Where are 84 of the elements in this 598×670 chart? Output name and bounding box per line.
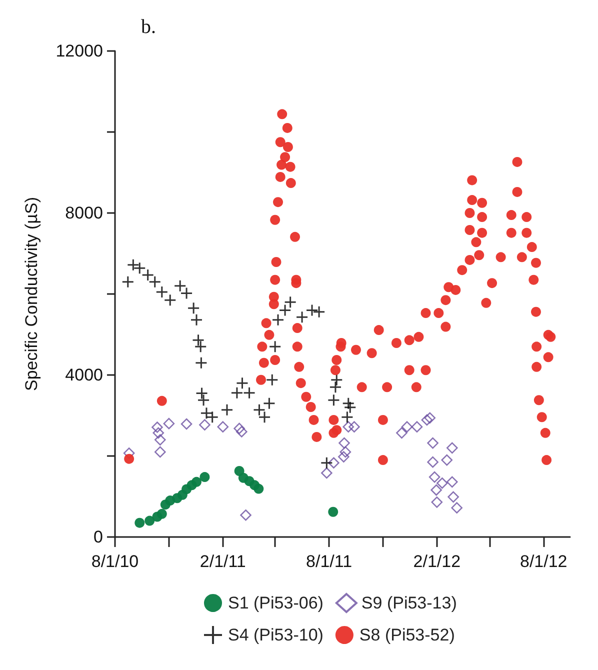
point bbox=[234, 422, 245, 434]
point bbox=[424, 412, 436, 424]
point bbox=[278, 304, 292, 316]
point bbox=[448, 491, 459, 503]
point bbox=[190, 314, 203, 326]
point bbox=[268, 340, 282, 353]
point bbox=[236, 376, 248, 390]
point bbox=[152, 427, 164, 439]
point bbox=[134, 518, 145, 528]
point bbox=[321, 467, 332, 479]
point bbox=[427, 437, 438, 449]
legend-label: S9 (Pi53-13) bbox=[361, 594, 457, 612]
point bbox=[344, 401, 356, 414]
point bbox=[163, 418, 175, 430]
point bbox=[180, 418, 192, 430]
point bbox=[156, 286, 168, 298]
point bbox=[320, 456, 333, 470]
point bbox=[411, 421, 423, 432]
legend-label: S4 (Pi53-10) bbox=[228, 626, 324, 644]
x-tick-label: 2/1/11 bbox=[200, 552, 246, 571]
point bbox=[197, 394, 210, 406]
point bbox=[272, 314, 284, 326]
point bbox=[312, 306, 326, 318]
point bbox=[328, 457, 340, 469]
point bbox=[431, 496, 443, 508]
point bbox=[446, 442, 458, 454]
legend-label: S1 (Pi53-06) bbox=[228, 594, 324, 612]
point bbox=[427, 456, 438, 468]
point bbox=[220, 404, 234, 416]
point bbox=[306, 304, 318, 316]
point bbox=[230, 386, 244, 400]
x-tick-label: 2/1/12 bbox=[413, 552, 461, 571]
point bbox=[327, 394, 340, 406]
point bbox=[401, 421, 413, 432]
point bbox=[340, 446, 352, 458]
point bbox=[348, 421, 360, 432]
point bbox=[266, 374, 278, 386]
point bbox=[342, 421, 354, 432]
point bbox=[441, 454, 453, 466]
point bbox=[187, 302, 200, 314]
point bbox=[328, 506, 338, 517]
point bbox=[254, 484, 264, 494]
point bbox=[243, 386, 256, 400]
point bbox=[154, 434, 166, 446]
point bbox=[330, 374, 343, 386]
point bbox=[338, 437, 350, 449]
point bbox=[296, 310, 308, 324]
point bbox=[430, 484, 442, 496]
point bbox=[217, 421, 229, 432]
point bbox=[200, 472, 210, 482]
point bbox=[284, 296, 297, 308]
point bbox=[421, 414, 433, 426]
point bbox=[240, 509, 252, 521]
y-tick-label: 0 bbox=[94, 528, 103, 546]
point bbox=[156, 508, 167, 519]
x-tick-label: 8/1/12 bbox=[520, 552, 568, 571]
point bbox=[144, 516, 155, 526]
point bbox=[446, 476, 458, 488]
point bbox=[199, 419, 210, 430]
point bbox=[329, 380, 342, 394]
point bbox=[340, 410, 354, 424]
point bbox=[338, 451, 350, 462]
point bbox=[122, 276, 134, 288]
point bbox=[262, 397, 276, 410]
point bbox=[451, 502, 462, 514]
point bbox=[194, 356, 208, 370]
chart-title: b. bbox=[141, 16, 156, 38]
y-tick-label: 12000 bbox=[56, 42, 103, 60]
point bbox=[396, 427, 408, 439]
point bbox=[196, 386, 208, 400]
y-tick-label: 8000 bbox=[65, 204, 103, 222]
point bbox=[342, 397, 355, 410]
y-tick-label: 4000 bbox=[65, 366, 103, 384]
x-tick-label: 8/1/11 bbox=[306, 552, 352, 571]
point bbox=[436, 477, 448, 489]
point bbox=[164, 294, 176, 306]
point bbox=[192, 476, 202, 487]
legend-label: S8 (Pi53-52) bbox=[359, 626, 455, 644]
point bbox=[428, 471, 440, 483]
point bbox=[152, 422, 163, 433]
y-axis-title: Specific Conductivity (µS) bbox=[22, 196, 41, 392]
point bbox=[236, 426, 248, 438]
point bbox=[154, 446, 166, 458]
x-tick-label: 8/1/10 bbox=[91, 552, 139, 571]
